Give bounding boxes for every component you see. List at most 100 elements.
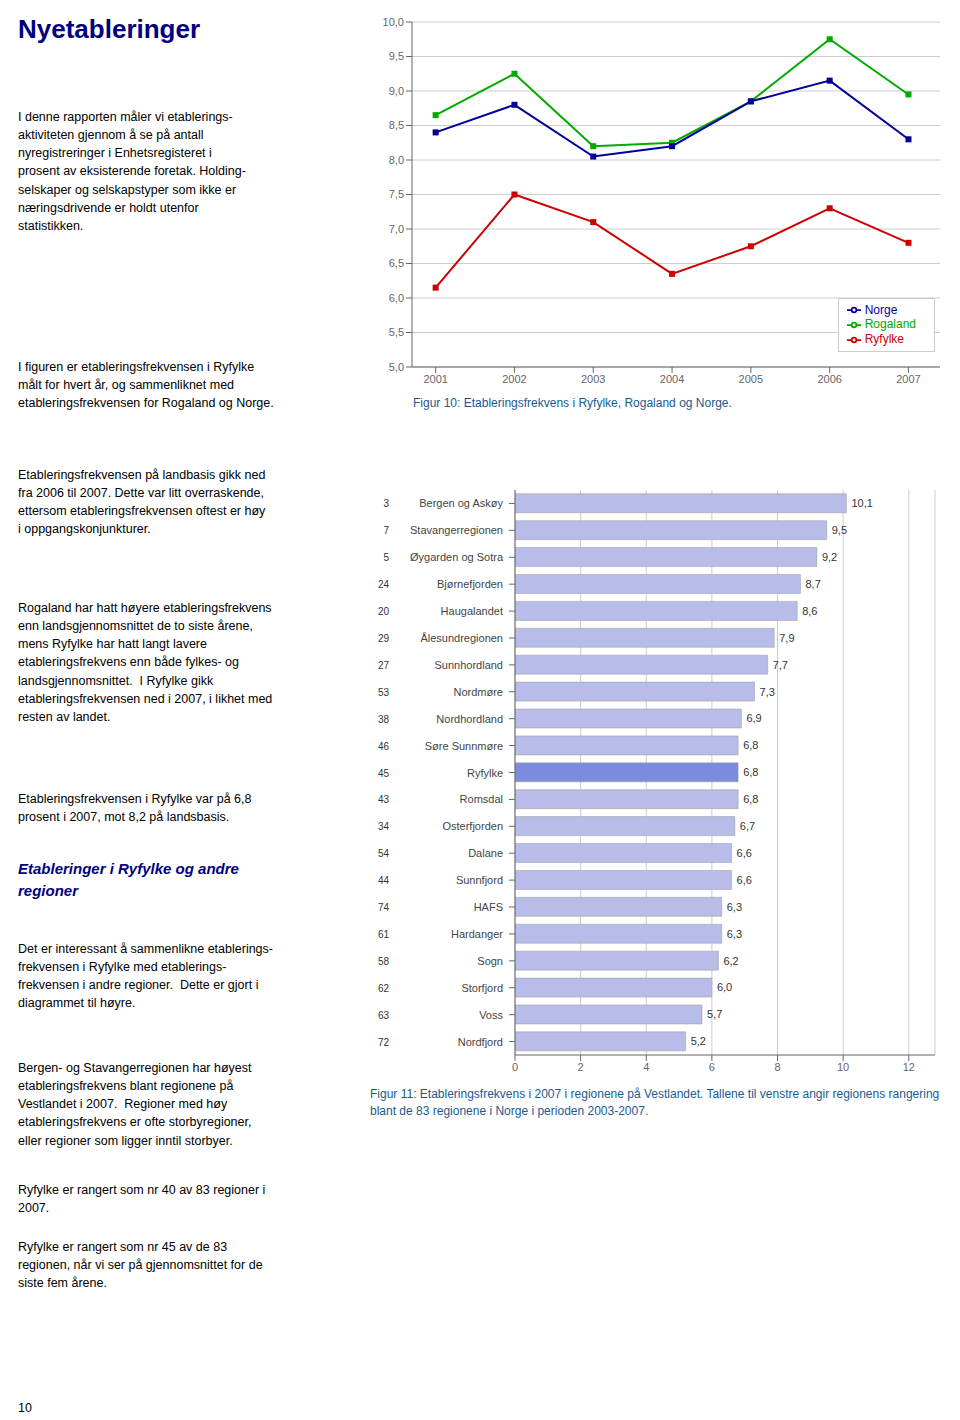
svg-text:Nordmøre: Nordmøre — [453, 686, 503, 698]
html-text:Ryfylke er rangert som nr 40 a: Ryfylke er rangert som nr 40 av 83 regio… — [18, 1183, 266, 1216]
svg-text:Hardanger: Hardanger — [451, 928, 503, 940]
svg-text:7,0: 7,0 — [389, 223, 404, 235]
svg-text:10,0: 10,0 — [383, 16, 404, 28]
svg-text:2006: 2006 — [817, 373, 841, 385]
svg-text:8,5: 8,5 — [389, 119, 404, 131]
svg-text:7: 7 — [383, 525, 389, 536]
html-text:Ryfylke er rangert som nr 45 a: Ryfylke er rangert som nr 45 av de 83 re… — [18, 1240, 263, 1291]
html-text:Bergen- og Stavangerregionen h: Bergen- og Stavangerregionen har høyest … — [18, 1061, 252, 1148]
svg-text:Nordhordland: Nordhordland — [436, 713, 503, 725]
svg-text:7,7: 7,7 — [773, 659, 788, 671]
svg-text:8,0: 8,0 — [389, 154, 404, 166]
svg-text:8,7: 8,7 — [805, 578, 820, 590]
svg-text:5,5: 5,5 — [389, 326, 404, 338]
svg-text:Nordfjord: Nordfjord — [458, 1036, 503, 1048]
svg-text:46: 46 — [378, 741, 390, 752]
svg-text:4: 4 — [643, 1061, 649, 1073]
svg-text:Sunnfjord: Sunnfjord — [456, 874, 503, 886]
svg-text:6,0: 6,0 — [389, 292, 404, 304]
svg-text:2002: 2002 — [502, 373, 526, 385]
svg-text:74: 74 — [378, 902, 390, 913]
svg-text:Ålesundregionen: Ålesundregionen — [420, 632, 503, 644]
svg-text:6,6: 6,6 — [737, 847, 752, 859]
svg-text:6,0: 6,0 — [717, 981, 732, 993]
svg-text:5,0: 5,0 — [389, 361, 404, 373]
svg-text:38: 38 — [378, 714, 390, 725]
svg-text:7,3: 7,3 — [760, 686, 775, 698]
svg-text:6,9: 6,9 — [746, 712, 761, 724]
svg-text:72: 72 — [378, 1037, 390, 1048]
svg-text:6,7: 6,7 — [740, 820, 755, 832]
svg-text:29: 29 — [378, 633, 390, 644]
svg-text:Bergen og Askøy: Bergen og Askøy — [419, 497, 503, 509]
svg-text:5,7: 5,7 — [707, 1008, 722, 1020]
svg-text:Storfjord: Storfjord — [461, 982, 503, 994]
html-text:I figuren er etableringsfrekve: I figuren er etableringsfrekvensen i Ryf… — [18, 360, 274, 411]
svg-text:Søre Sunnmøre: Søre Sunnmøre — [425, 740, 503, 752]
svg-text:27: 27 — [378, 660, 390, 671]
svg-text:6: 6 — [709, 1061, 715, 1073]
svg-text:10: 10 — [837, 1061, 849, 1073]
svg-text:7,5: 7,5 — [389, 188, 404, 200]
svg-text:6,3: 6,3 — [727, 928, 742, 940]
svg-text:Dalane: Dalane — [468, 847, 503, 859]
html-text:Etableringer i Ryfylke og andr: Etableringer i Ryfylke og andre regioner — [18, 860, 239, 899]
svg-text:Stavangerregionen: Stavangerregionen — [410, 524, 503, 536]
svg-text:9,0: 9,0 — [389, 85, 404, 97]
svg-text:12: 12 — [903, 1061, 915, 1073]
svg-text:20: 20 — [378, 606, 390, 617]
svg-text:6,3: 6,3 — [727, 901, 742, 913]
svg-text:2007: 2007 — [896, 373, 920, 385]
svg-text:Ryfylke: Ryfylke — [467, 767, 503, 779]
svg-text:63: 63 — [378, 1010, 390, 1021]
svg-text:9,5: 9,5 — [832, 524, 847, 536]
svg-text:Voss: Voss — [479, 1009, 503, 1021]
svg-text:8,6: 8,6 — [802, 605, 817, 617]
svg-text:54: 54 — [378, 848, 390, 859]
svg-text:58: 58 — [378, 956, 390, 967]
svg-text:61: 61 — [378, 929, 390, 940]
svg-text:6,2: 6,2 — [723, 955, 738, 967]
svg-text:5: 5 — [383, 552, 389, 563]
html-text:Etableringsfrekvensen på landb: Etableringsfrekvensen på landbasis gikk … — [18, 468, 266, 537]
svg-text:Bjørnefjorden: Bjørnefjorden — [437, 578, 503, 590]
svg-text:2: 2 — [578, 1061, 584, 1073]
html-text:Nyetableringer: Nyetableringer — [18, 14, 201, 44]
svg-text:Sunnhordland: Sunnhordland — [434, 659, 503, 671]
svg-text:8: 8 — [774, 1061, 780, 1073]
svg-text:43: 43 — [378, 794, 390, 805]
svg-text:HAFS: HAFS — [474, 901, 503, 913]
svg-text:2004: 2004 — [660, 373, 684, 385]
svg-text:62: 62 — [378, 983, 390, 994]
svg-text:34: 34 — [378, 821, 390, 832]
svg-text:6,8: 6,8 — [743, 739, 758, 751]
html-text:Etableringsfrekvensen i Ryfylk: Etableringsfrekvensen i Ryfylke var på 6… — [18, 792, 252, 825]
svg-text:6,6: 6,6 — [737, 874, 752, 886]
svg-text:6,5: 6,5 — [389, 257, 404, 269]
svg-text:9,2: 9,2 — [822, 551, 837, 563]
html-text:Rogaland har hatt høyere etabl: Rogaland har hatt høyere etableringsfrek… — [18, 601, 273, 724]
svg-text:5,2: 5,2 — [691, 1035, 706, 1047]
svg-text:Øygarden og Sotra: Øygarden og Sotra — [410, 551, 504, 563]
svg-text:0: 0 — [512, 1061, 518, 1073]
svg-text:Sogn: Sogn — [477, 955, 503, 967]
svg-text:53: 53 — [378, 687, 390, 698]
html-text:I denne rapporten måler vi eta: I denne rapporten måler vi etablerings- … — [18, 110, 246, 233]
svg-text:Romsdal: Romsdal — [460, 793, 503, 805]
svg-text:44: 44 — [378, 875, 390, 886]
svg-text:2003: 2003 — [581, 373, 605, 385]
svg-text:6,8: 6,8 — [743, 793, 758, 805]
svg-text:2001: 2001 — [423, 373, 447, 385]
svg-text:7,9: 7,9 — [779, 632, 794, 644]
svg-text:24: 24 — [378, 579, 390, 590]
svg-text:2005: 2005 — [739, 373, 763, 385]
svg-text:Osterfjorden: Osterfjorden — [442, 820, 503, 832]
svg-text:6,8: 6,8 — [743, 766, 758, 778]
svg-text:Haugalandet: Haugalandet — [441, 605, 503, 617]
svg-text:10,1: 10,1 — [851, 497, 872, 509]
html-text:Det er interessant å sammenlik: Det er interessant å sammenlikne etabler… — [18, 942, 273, 1011]
svg-text:9,5: 9,5 — [389, 50, 404, 62]
svg-text:3: 3 — [383, 498, 389, 509]
svg-text:45: 45 — [378, 768, 390, 779]
html-text:Figur 11: Etableringsfrekvens: Figur 11: Etableringsfrekvens i 2007 i r… — [370, 1087, 940, 1118]
